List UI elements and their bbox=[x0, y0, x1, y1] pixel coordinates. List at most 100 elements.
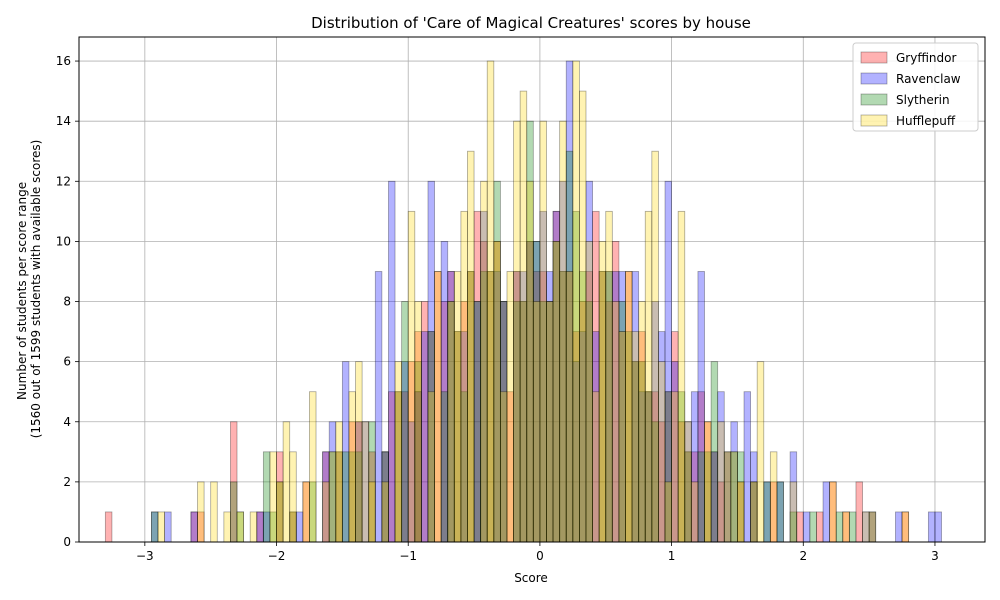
histogram-bar bbox=[901, 511, 910, 543]
histogram-bar bbox=[737, 481, 745, 543]
histogram-bar bbox=[585, 241, 593, 543]
histogram-bar bbox=[756, 361, 765, 543]
histogram-bar bbox=[223, 511, 231, 543]
y-tick-label: 10 bbox=[56, 234, 71, 248]
histogram-bar bbox=[295, 511, 304, 543]
series-ravenclaw bbox=[151, 60, 942, 543]
legend-label-ravenclaw: Ravenclaw bbox=[896, 72, 961, 86]
legend-swatch-ravenclaw bbox=[860, 72, 888, 85]
histogram-bar bbox=[440, 391, 449, 543]
histogram-bar bbox=[519, 90, 528, 543]
histogram-bar bbox=[598, 241, 607, 543]
histogram-bar bbox=[467, 150, 475, 543]
legend-label-gryffindor: Gryffindor bbox=[896, 51, 957, 65]
histogram-bar bbox=[848, 511, 857, 543]
y-tick-label: 8 bbox=[63, 295, 71, 309]
histogram-bar bbox=[361, 421, 370, 543]
histogram-bar bbox=[592, 391, 600, 543]
legend-label-slytherin: Slytherin bbox=[896, 93, 950, 107]
histogram-bar bbox=[750, 481, 758, 543]
bars-layer bbox=[104, 60, 942, 543]
y-tick-label: 6 bbox=[63, 355, 71, 369]
histogram-bar bbox=[256, 511, 264, 543]
histogram-bar bbox=[559, 120, 567, 543]
histogram-bar bbox=[341, 451, 350, 543]
histogram-bar bbox=[638, 301, 646, 543]
histogram-bar bbox=[394, 361, 403, 543]
histogram-bar bbox=[506, 271, 514, 543]
histogram-bar bbox=[407, 210, 416, 543]
histogram-bar bbox=[862, 511, 870, 543]
plot-frame bbox=[78, 36, 986, 543]
histogram-bar bbox=[868, 511, 877, 543]
histogram-bar bbox=[809, 511, 817, 543]
histogram-bar bbox=[480, 180, 488, 543]
histogram-bar bbox=[631, 331, 640, 543]
histogram-bar bbox=[499, 391, 508, 543]
histogram-bar bbox=[447, 301, 455, 543]
histogram-bar bbox=[532, 301, 541, 543]
histogram-bar bbox=[710, 361, 719, 543]
x-tick-label: 3 bbox=[931, 549, 939, 563]
y-tick-label: 2 bbox=[63, 475, 71, 489]
histogram-bar bbox=[388, 180, 396, 543]
histogram-bar bbox=[625, 271, 633, 543]
histogram-bar bbox=[302, 481, 310, 543]
histogram-bar bbox=[230, 481, 238, 543]
y-axis-label: Number of students per score range (1560… bbox=[15, 140, 43, 439]
histogram-bar bbox=[190, 511, 198, 543]
histogram-bar bbox=[427, 391, 435, 543]
histogram-bar bbox=[546, 301, 554, 543]
x-tick-label: 1 bbox=[668, 549, 676, 563]
histogram-bar bbox=[855, 481, 863, 543]
histogram-bar bbox=[269, 451, 277, 543]
histogram-bar bbox=[420, 331, 429, 543]
histogram-bar bbox=[835, 511, 844, 543]
legend-swatch-slytherin bbox=[860, 93, 888, 106]
histogram-bar bbox=[565, 271, 574, 543]
histogram-bar bbox=[151, 511, 159, 543]
histogram-bar bbox=[322, 481, 330, 543]
y-tick-label: 12 bbox=[56, 174, 71, 188]
histogram-bar bbox=[355, 361, 363, 543]
histogram-bar bbox=[368, 481, 376, 543]
histogram-bar bbox=[374, 271, 383, 543]
histogram-bar bbox=[730, 451, 738, 543]
y-axis-label-line2: (1560 out of 1599 students with availabl… bbox=[29, 140, 43, 439]
histogram-bar bbox=[723, 451, 732, 543]
histogram-bar bbox=[690, 481, 699, 543]
histogram-bar bbox=[895, 511, 903, 543]
legend-swatch-gryffindor bbox=[860, 51, 888, 64]
histogram-bar bbox=[276, 481, 284, 543]
x-axis-label: Score bbox=[514, 571, 548, 585]
y-tick-label: 16 bbox=[56, 54, 71, 68]
histogram-bar bbox=[605, 210, 613, 543]
legend: Gryffindor Ravenclaw Slytherin Hufflepuff bbox=[852, 42, 979, 132]
x-tick-label: 2 bbox=[799, 549, 807, 563]
histogram-bar bbox=[816, 511, 824, 543]
y-tick-label: 0 bbox=[63, 535, 71, 549]
y-tick-label: 14 bbox=[56, 114, 71, 128]
histogram-bar bbox=[934, 511, 942, 543]
histogram-bar bbox=[579, 90, 587, 543]
legend-swatch-hufflepuff bbox=[860, 114, 888, 127]
histogram-bar bbox=[401, 301, 409, 543]
histogram-bar bbox=[493, 241, 501, 543]
histogram-bar bbox=[381, 481, 389, 543]
histogram-bar bbox=[611, 301, 620, 543]
y-axis-label-line1: Number of students per score range bbox=[15, 182, 29, 400]
histogram-bar bbox=[262, 451, 271, 543]
histogram-bar bbox=[829, 481, 837, 543]
histogram-bar bbox=[164, 511, 172, 543]
histogram-bar bbox=[236, 511, 245, 543]
histogram-bar bbox=[348, 391, 356, 543]
histogram-bar bbox=[743, 391, 751, 543]
histogram-bar bbox=[309, 391, 317, 543]
histogram-bar bbox=[460, 210, 468, 543]
histogram-bar bbox=[414, 301, 422, 543]
histogram-bar bbox=[335, 421, 343, 543]
